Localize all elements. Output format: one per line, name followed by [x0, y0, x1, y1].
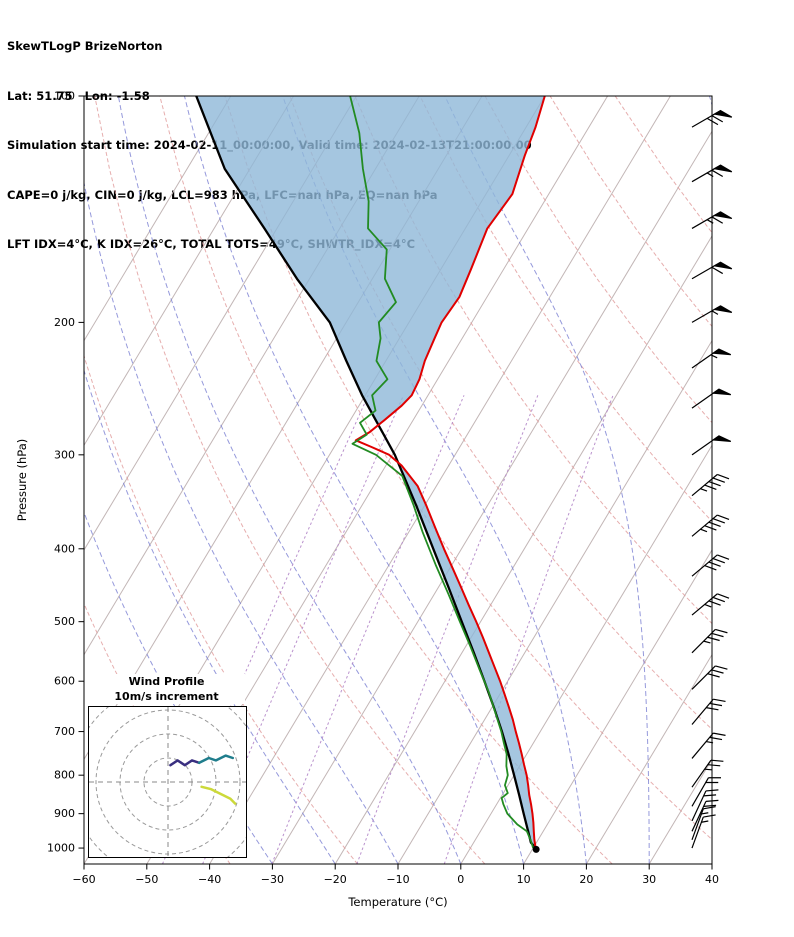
x-tick-label: −40	[198, 873, 221, 886]
wind-barb	[691, 806, 716, 841]
y-tick-label: 200	[54, 316, 75, 329]
x-tick-labels: −60 −50 −40 −30 −20 −10 0 10 20 30 40	[72, 864, 719, 886]
wind-barb	[691, 164, 733, 183]
y-tick-label: 900	[54, 807, 75, 820]
x-tick-label: −50	[135, 873, 158, 886]
moist-adiabat-lines	[84, 96, 712, 864]
temperature-curve	[354, 96, 546, 849]
hodograph-segment-upper-level	[197, 754, 235, 765]
y-tick-label: 300	[54, 448, 75, 461]
x-tick-label: 30	[642, 873, 656, 886]
hodograph-segment-mid-level	[169, 759, 201, 767]
y-tick-label: 500	[54, 615, 75, 628]
wind-barb	[691, 698, 726, 725]
wind-barb	[691, 109, 733, 128]
x-tick-label: −30	[261, 873, 284, 886]
x-tick-label: 40	[705, 873, 719, 886]
x-tick-label: 10	[517, 873, 531, 886]
wind-barb	[691, 759, 724, 788]
y-tick-label: 400	[54, 542, 75, 555]
y-tick-label: 600	[54, 675, 75, 688]
y-tick-labels: 100 200 300 400 500 600 700 800 900 1000	[47, 90, 84, 855]
wind-barb	[691, 473, 730, 497]
wind-barb	[691, 435, 732, 456]
y-axis-label: Pressure (hPa)	[15, 439, 29, 522]
wind-barb	[691, 261, 733, 280]
dry-adiabat-lines	[84, 96, 712, 864]
wind-barb	[691, 628, 728, 654]
hodograph-titles: Wind Profile 10m/s increment	[88, 674, 245, 704]
x-tick-label: −10	[386, 873, 409, 886]
wind-barb	[691, 814, 716, 849]
hodograph-segment-low-level	[200, 785, 237, 805]
wind-barb	[691, 554, 730, 577]
x-tick-label: 0	[457, 873, 464, 886]
wind-barb	[691, 593, 730, 616]
y-tick-label: 1000	[47, 842, 75, 855]
x-tick-label: 20	[579, 873, 593, 886]
x-axis-label: Temperature (°C)	[347, 895, 447, 909]
dewpoint-curve	[349, 96, 535, 849]
surface-marker	[532, 845, 540, 853]
wind-barb	[691, 799, 719, 832]
x-tick-label: −20	[324, 873, 347, 886]
wind-barb	[691, 305, 733, 323]
hodograph-subtitle: 10m/s increment	[114, 690, 219, 703]
x-tick-label: −60	[72, 873, 95, 886]
hodograph-title: Wind Profile	[128, 675, 205, 688]
wind-barb	[691, 388, 732, 409]
hodograph-inset	[88, 706, 247, 858]
parcel-curve	[195, 96, 537, 849]
wind-barb	[691, 348, 732, 369]
y-tick-label: 100	[54, 90, 75, 103]
y-tick-label: 700	[54, 725, 75, 738]
wind-barb	[691, 665, 728, 690]
wind-barbs	[691, 109, 733, 849]
negative-buoyancy-fill	[196, 96, 545, 849]
figure-title: SkewTLogP BrizeNorton	[7, 39, 163, 53]
wind-barb	[691, 514, 730, 537]
wind-barb	[691, 732, 726, 759]
y-tick-label: 800	[54, 769, 75, 782]
wind-barb	[691, 211, 733, 229]
